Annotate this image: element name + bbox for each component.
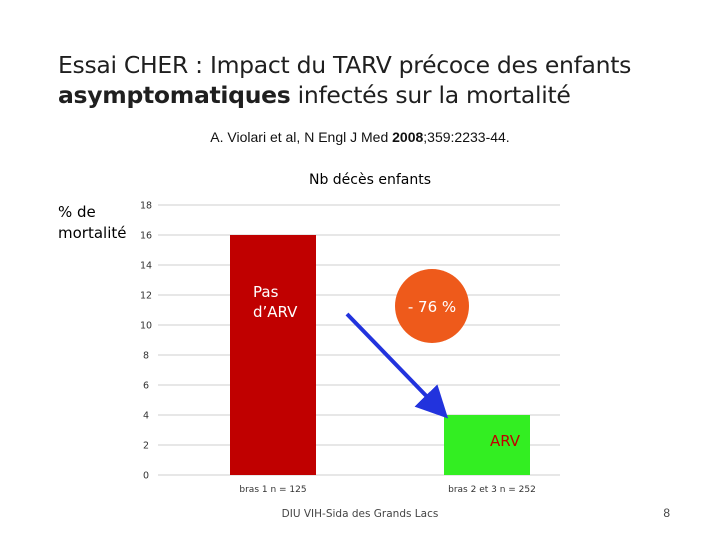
y-axis-ticks: 0 2 4 6 8 10 12 14 16 18	[140, 201, 152, 482]
title-line-2-rest: infectés sur la mortalité	[290, 81, 571, 109]
slide-footer: DIU VIH-Sida des Grands Lacs	[281, 508, 439, 520]
reduction-annotation-text: - 76 %	[408, 298, 456, 316]
decrease-arrow	[345, 312, 449, 419]
reference-citation: A. Violari et al, N Engl J Med 2008;359:…	[0, 129, 720, 145]
y-tick-label: 10	[140, 321, 152, 332]
y-tick-label: 4	[143, 411, 149, 422]
reference-authors: A. Violari et al, N Engl J Med	[210, 129, 393, 145]
bar-label-no-arv: Pas d’ARV	[253, 283, 298, 321]
bar-2	[444, 415, 530, 475]
bar-label-arv: ARV	[490, 432, 521, 450]
reference-year: 2008	[392, 129, 424, 145]
y-axis-label-line-2: mortalité	[58, 224, 127, 242]
slide-title: Essai CHER : Impact du TARV précoce des …	[58, 50, 698, 110]
x-axis-categories: bras 1 n = 125 bras 2 et 3 n = 252	[239, 485, 535, 495]
title-bold-word: asymptomatiques	[58, 81, 291, 109]
title-line-1: Essai CHER : Impact du TARV précoce des …	[58, 51, 632, 79]
bars	[230, 235, 530, 475]
y-axis-label-line-1: % de	[58, 203, 96, 221]
y-tick-label: 6	[143, 381, 149, 392]
y-tick-label: 2	[143, 441, 149, 452]
y-tick-label: 12	[140, 291, 152, 302]
reduction-annotation-circle	[395, 269, 469, 343]
page-number: 8	[663, 506, 670, 520]
y-tick-label: 16	[140, 231, 152, 242]
y-axis-label: % de mortalité	[58, 202, 148, 244]
reference-volume: ;359:2233-44.	[423, 129, 510, 145]
bar-labels: Pas d’ARV ARV	[253, 283, 521, 450]
y-tick-label: 14	[140, 261, 152, 272]
x-category-label-1: bras 1 n = 125	[239, 485, 306, 495]
x-category-label-2: bras 2 et 3 n = 252	[448, 485, 536, 495]
y-tick-label: 8	[143, 351, 149, 362]
bar-1	[230, 235, 316, 475]
title-line-2: asymptomatiques infectés sur la mortalit…	[58, 80, 698, 110]
y-tick-label: 18	[140, 201, 152, 212]
chart-title: Nb décès enfants	[308, 172, 431, 188]
y-tick-label: 0	[143, 471, 149, 482]
